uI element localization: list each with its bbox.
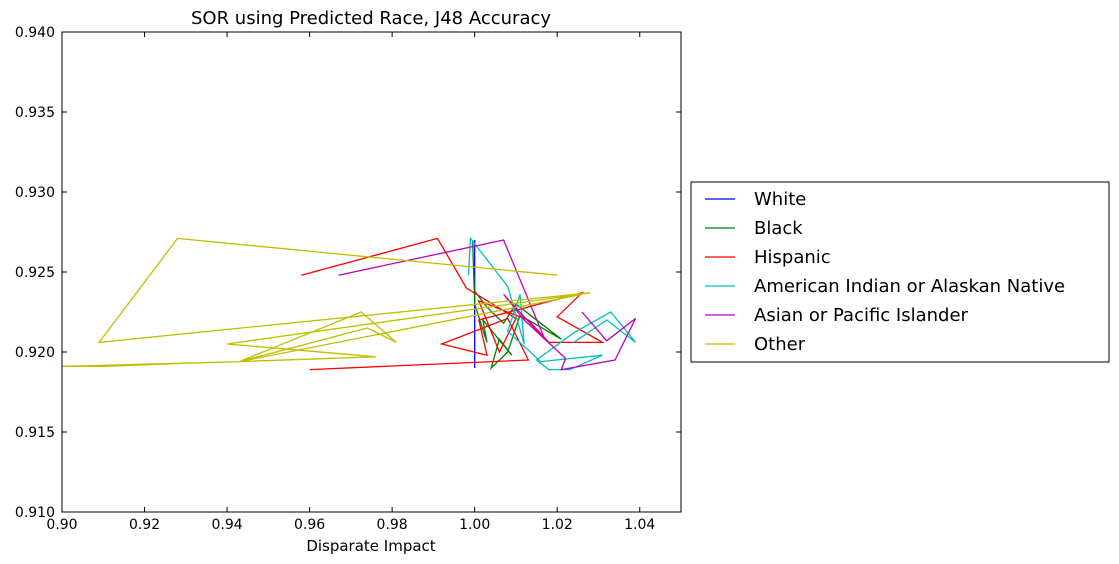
- y-tick-label: 0.935: [15, 105, 55, 121]
- chart-title: SOR using Predicted Race, J48 Accuracy: [191, 8, 551, 29]
- axis-ticks: 0.90 0.92 0.94 0.96 0.98 1.00 1.02 1.04 0.910 0.9…: [15, 25, 681, 533]
- x-tick-label: 0.90: [46, 517, 77, 533]
- legend: White Black Hispanic American Indian or Ala…: [690, 181, 1110, 363]
- legend-label: Other: [754, 334, 806, 355]
- y-tick-label: 0.915: [15, 425, 55, 441]
- legend-label: White: [754, 189, 806, 210]
- x-tick-label: 0.92: [129, 517, 160, 533]
- x-tick-label: 0.94: [211, 517, 242, 533]
- plot-frame: [61, 31, 682, 513]
- legend-label: Asian or Pacific Islander: [754, 305, 969, 326]
- legend-frame: [690, 181, 1110, 363]
- series-line-2: [301, 237, 606, 371]
- plot-lines: [61, 236, 637, 371]
- y-tick-label: 0.940: [15, 25, 55, 41]
- series-line-4: [338, 239, 637, 371]
- series-line-1: [471, 239, 562, 371]
- y-tick-label: 0.925: [15, 265, 55, 281]
- series-line-5: [61, 237, 591, 368]
- x-tick-label: 1.00: [459, 517, 490, 533]
- y-tick-label: 0.910: [15, 505, 55, 521]
- y-tick-label: 0.930: [15, 185, 55, 201]
- x-tick-label: 0.98: [377, 517, 408, 533]
- x-axis-label: Disparate Impact: [306, 537, 435, 555]
- legend-label: Black: [754, 218, 803, 239]
- y-tick-label: 0.920: [15, 345, 55, 361]
- x-tick-label: 0.96: [294, 517, 325, 533]
- x-tick-label: 1.02: [542, 517, 573, 533]
- legend-label: American Indian or Alaskan Native: [754, 276, 1065, 297]
- x-tick-label: 1.04: [624, 517, 655, 533]
- legend-label: Hispanic: [754, 247, 831, 268]
